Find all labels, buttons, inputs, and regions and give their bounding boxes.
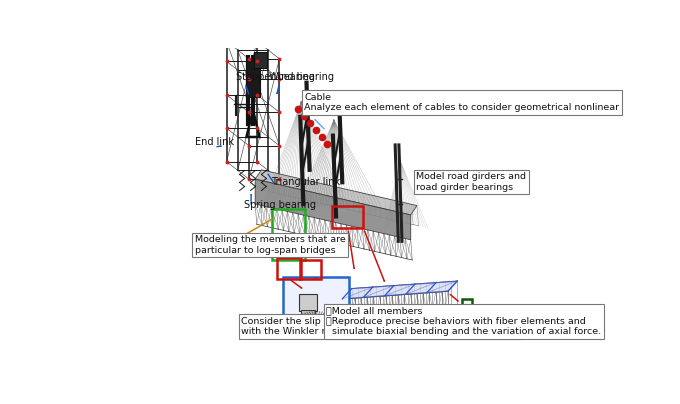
Bar: [462, 299, 472, 320]
Bar: [301, 260, 320, 279]
Text: Model road girders and
road girder bearings: Model road girders and road girder beari…: [416, 172, 526, 191]
Polygon shape: [255, 170, 417, 215]
Text: Triangular link: Triangular link: [271, 177, 340, 187]
Bar: [272, 209, 305, 260]
Text: ・Model all members
・Reproduce precise behaviors with fiber elements and
  simula: ・Model all members ・Reproduce precise be…: [326, 306, 601, 336]
Text: Modeling the members that are
particular to log-span bridges: Modeling the members that are particular…: [194, 235, 345, 255]
Bar: [301, 310, 316, 314]
Polygon shape: [245, 61, 260, 97]
Polygon shape: [254, 52, 267, 68]
Polygon shape: [342, 281, 458, 299]
Text: Stopper bearing: Stopper bearing: [236, 72, 315, 82]
Bar: [333, 206, 363, 228]
Bar: [283, 277, 348, 332]
Text: Wind bearing: Wind bearing: [269, 72, 334, 82]
Text: End link: End link: [194, 137, 233, 147]
Text: Cable
Analyze each element of cables to consider geometrical nonlinear: Cable Analyze each element of cables to …: [305, 93, 619, 112]
Polygon shape: [255, 179, 411, 240]
Text: Consider the slip and upward separation of the foundation
with the Winkler model: Consider the slip and upward separation …: [241, 317, 519, 336]
Text: Spring bearing: Spring bearing: [243, 200, 316, 210]
Bar: [299, 294, 318, 311]
Bar: [277, 257, 301, 279]
